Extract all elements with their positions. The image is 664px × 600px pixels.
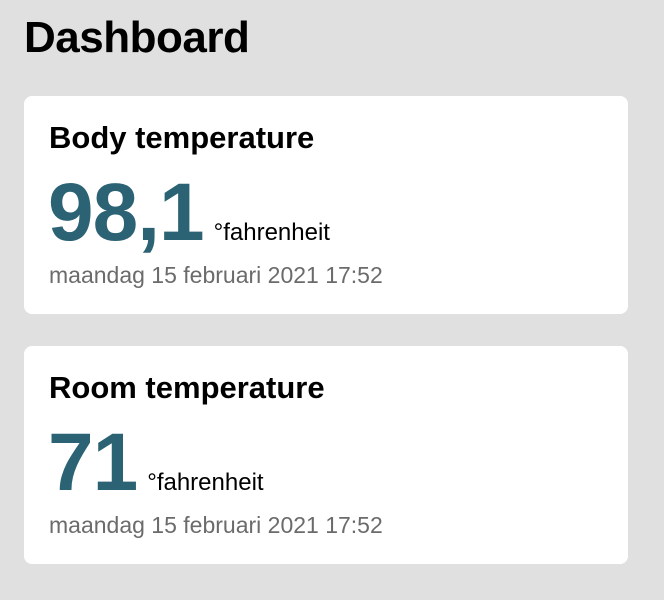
card-title: Body temperature <box>49 120 315 155</box>
room-temperature-card: Room temperature 71 °fahrenheit maandag … <box>24 346 628 564</box>
temperature-unit: °fahrenheit <box>213 219 330 246</box>
reading-timestamp: maandag 15 februari 2021 17:52 <box>49 262 383 288</box>
reading-timestamp: maandag 15 februari 2021 17:52 <box>49 512 383 538</box>
body-temperature-card: Body temperature 98,1 °fahrenheit maanda… <box>24 96 628 314</box>
temperature-reading: 71 °fahrenheit <box>48 422 264 504</box>
page-title: Dashboard <box>24 13 250 62</box>
temperature-unit: °fahrenheit <box>147 469 264 496</box>
temperature-value: 71 <box>48 417 138 508</box>
card-title: Room temperature <box>49 370 325 405</box>
temperature-reading: 98,1 °fahrenheit <box>48 172 330 254</box>
temperature-value: 98,1 <box>48 167 205 258</box>
